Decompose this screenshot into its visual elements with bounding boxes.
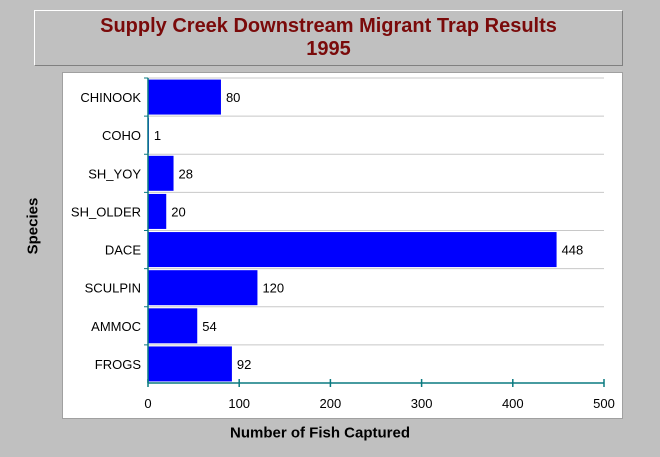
value-label: 120 <box>262 281 284 296</box>
bar <box>148 270 258 306</box>
value-label: 448 <box>562 243 584 258</box>
value-label: 28 <box>179 166 193 181</box>
x-tick-label: 100 <box>228 396 250 411</box>
category-label: SH_OLDER <box>71 204 141 219</box>
category-label: SCULPIN <box>85 281 141 296</box>
x-tick-label: 200 <box>320 396 342 411</box>
bar <box>148 308 198 344</box>
chart-subtitle: 1995 <box>306 38 351 60</box>
x-tick-label: 400 <box>502 396 524 411</box>
category-label: DACE <box>105 243 141 258</box>
value-label: 92 <box>237 357 251 372</box>
bar <box>148 79 221 115</box>
y-axis-title: Species <box>24 197 42 255</box>
bar <box>148 193 167 229</box>
value-label: 20 <box>171 204 185 219</box>
category-label: AMMOC <box>91 319 141 334</box>
bar <box>148 346 232 382</box>
x-axis-title: Number of Fish Captured <box>229 424 411 442</box>
category-label: CHINOOK <box>80 90 141 105</box>
category-label: COHO <box>102 128 141 143</box>
x-tick-label: 300 <box>411 396 433 411</box>
category-label: SH_YOY <box>88 166 141 181</box>
value-label: 80 <box>226 90 240 105</box>
chart-title-box: Supply Creek Downstream Migrant Trap Res… <box>34 10 623 66</box>
bar <box>148 155 174 191</box>
x-tick-label: 500 <box>593 396 615 411</box>
category-label: FROGS <box>95 357 142 372</box>
chart-title: Supply Creek Downstream Migrant Trap Res… <box>100 15 557 37</box>
value-label: 1 <box>154 128 161 143</box>
value-label: 54 <box>202 319 216 334</box>
bar <box>148 232 557 268</box>
x-tick-label: 0 <box>144 396 151 411</box>
